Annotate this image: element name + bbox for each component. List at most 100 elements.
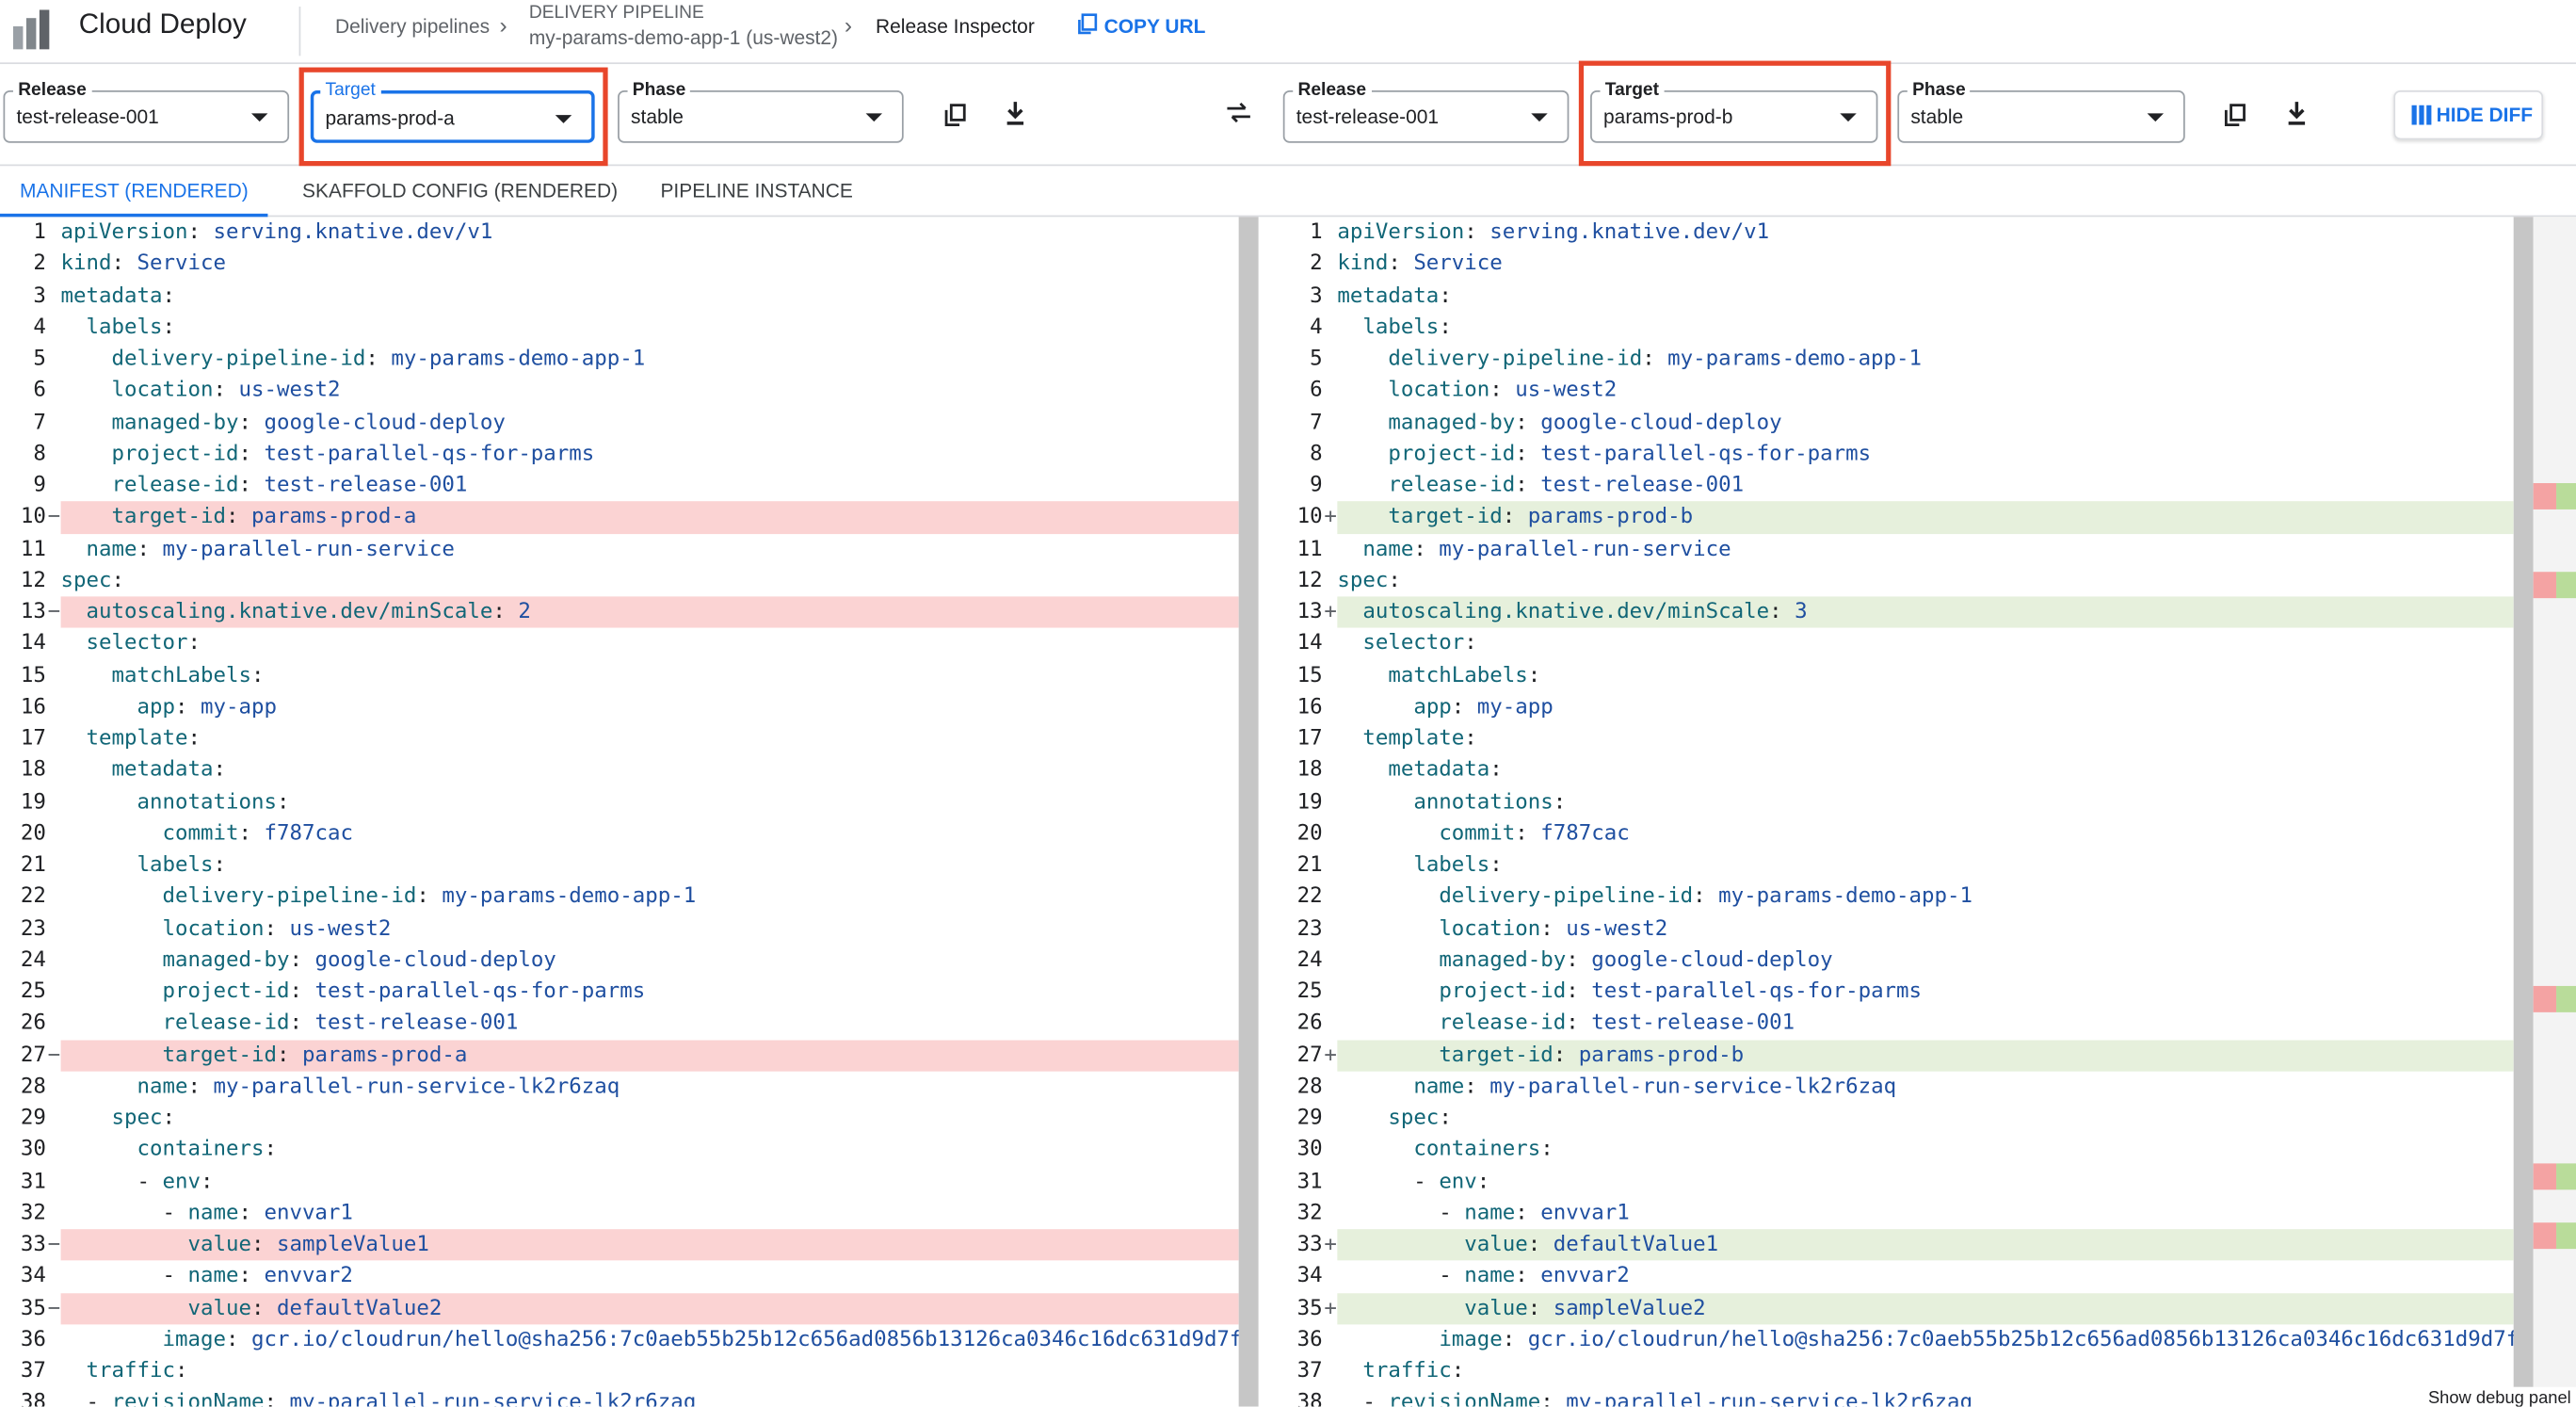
download-icon[interactable] (1001, 99, 1030, 128)
select[interactable]: Target params-prod-a (310, 78, 595, 143)
diff-highlight (60, 596, 1239, 628)
code-text: name: my-parallel-run-service (86, 536, 455, 561)
code-text: annotations: (137, 789, 290, 815)
code-line: 27 + target-id: params-prod-b (1281, 1039, 2514, 1072)
diff-marker: − (47, 505, 61, 530)
line-number: 21 (20, 852, 46, 878)
line-number: 33 (1296, 1232, 1323, 1257)
code-line: 9 release-id: test-release-001 (1281, 470, 2514, 502)
code-line: 15 matchLabels: (0, 660, 1239, 692)
diff-highlight (60, 501, 1239, 534)
line-number: 10 (20, 505, 46, 530)
code-line: 13− autoscaling.knative.dev/minScale: 2 (0, 596, 1239, 628)
line-number: 20 (1296, 821, 1323, 847)
breadcrumb: Release Inspector (876, 14, 1035, 39)
line-number: 31 (1296, 1169, 1323, 1194)
select[interactable]: Release test-release-001 (3, 78, 290, 143)
select-value: test-release-001 (16, 105, 159, 129)
code-text: apiVersion: serving.knative.dev/v1 (60, 219, 493, 245)
line-number: 18 (1296, 757, 1323, 784)
line-number: 2 (1310, 251, 1323, 277)
code-line: 14 selector: (0, 628, 1239, 660)
line-number: 36 (20, 1327, 46, 1352)
code-line: 4 labels: (1281, 312, 2514, 344)
code-text: - name: envvar1 (1337, 1201, 1630, 1226)
code-text: release-id: test-release-001 (1388, 473, 1745, 498)
select[interactable]: Phase stable (618, 78, 904, 143)
code-text: project-id: test-parallel-qs-for-parms (162, 978, 646, 1005)
breadcrumb[interactable]: my-params-demo-app-1 (us-west2) (528, 25, 839, 50)
code-text: project-id: test-parallel-qs-for-parms (1388, 441, 1872, 467)
code-line: 37 traffic: (1281, 1356, 2514, 1388)
code-line: 35 + value: sampleValue2 (1281, 1292, 2514, 1324)
copy-icon[interactable] (940, 100, 1038, 129)
line-number: 16 (20, 694, 46, 720)
line-number: 22 (1296, 884, 1323, 910)
code-text: - revisionName: my-parallel-run-service-… (1337, 1390, 1973, 1407)
select-label: Phase (627, 78, 691, 103)
code-line: 25 project-id: test-parallel-qs-for-parm… (0, 976, 1239, 1008)
code-text: target-id: params-prod-b (1388, 505, 1694, 530)
download-icon[interactable] (2282, 99, 2311, 128)
tab[interactable]: PIPELINE INSTANCE (660, 179, 853, 202)
breadcrumb[interactable]: Delivery pipelines (334, 14, 491, 39)
code-line: 20 commit: f787cac (1281, 818, 2514, 850)
columns-icon (2411, 105, 2432, 125)
code-text: delivery-pipeline-id: my-params-demo-app… (162, 884, 697, 910)
code-text: metadata: (60, 283, 176, 309)
line-number: 9 (33, 473, 46, 498)
line-number: 5 (1310, 347, 1323, 372)
select[interactable]: Phase stable (1897, 78, 2185, 143)
code-line: 7 managed-by: google-cloud-deploy (0, 407, 1239, 439)
code-text: labels: (86, 315, 176, 340)
code-text: release-id: test-release-001 (162, 1011, 519, 1036)
code-text: - name: envvar2 (1337, 1264, 1630, 1289)
select-label: Release (1293, 78, 1372, 103)
swap-icon[interactable] (1222, 99, 1255, 128)
tab[interactable]: SKAFFOLD CONFIG (RENDERED) (302, 179, 619, 202)
line-number: 17 (1296, 726, 1323, 752)
code-text: delivery-pipeline-id: my-params-demo-app… (1439, 884, 1973, 910)
code-text: target-id: params-prod-a (111, 505, 417, 530)
line-number: 15 (1296, 663, 1323, 688)
code-line: 6 location: us-west2 (0, 375, 1239, 407)
select[interactable]: Release test-release-001 (1282, 78, 1570, 143)
tab[interactable]: MANIFEST (RENDERED) (0, 164, 268, 218)
line-number: 22 (20, 884, 46, 910)
line-number: 25 (20, 978, 46, 1005)
line-number: 13 (1296, 599, 1323, 625)
line-number: 3 (33, 283, 46, 309)
code-text: target-id: params-prod-b (1439, 1043, 1745, 1068)
scrollbar[interactable] (1238, 217, 1259, 1407)
code-text: containers: (1413, 1137, 1554, 1163)
annotation-box (298, 67, 608, 167)
code-text: location: us-west2 (162, 915, 392, 941)
scrollbar[interactable] (2513, 217, 2534, 1407)
code-line: 31 - env: (0, 1166, 1239, 1198)
select-value: params-prod-a (325, 106, 455, 130)
code-text: matchLabels: (111, 663, 265, 688)
copy-icon[interactable] (2219, 100, 2252, 129)
code-line: 17 template: (1281, 723, 2514, 755)
code-line: 8 project-id: test-parallel-qs-for-parms (0, 438, 1239, 470)
diff-highlight (60, 1292, 1239, 1324)
line-number: 26 (1296, 1011, 1323, 1036)
code-line: 6 location: us-west2 (1281, 375, 2514, 407)
line-number: 29 (20, 1106, 46, 1131)
line-number: 37 (1296, 1359, 1323, 1384)
code-text: containers: (137, 1137, 277, 1163)
line-number: 24 (20, 947, 46, 973)
debug-panel-toggle[interactable]: Show debug panel (2421, 1386, 2576, 1407)
line-number: 35 (1296, 1295, 1323, 1321)
header-border (0, 62, 2576, 65)
select-value: stable (631, 105, 684, 129)
copy-url-button[interactable]: COPY URL (1103, 14, 1206, 39)
select[interactable]: Target params-prod-b (1590, 78, 1878, 143)
code-line: 4 labels: (0, 312, 1239, 344)
hide-diff-button[interactable]: HIDE DIFF (2393, 89, 2544, 140)
line-number: 17 (20, 726, 46, 752)
divider (298, 6, 301, 57)
code-text: release-id: test-release-001 (1439, 1011, 1795, 1036)
